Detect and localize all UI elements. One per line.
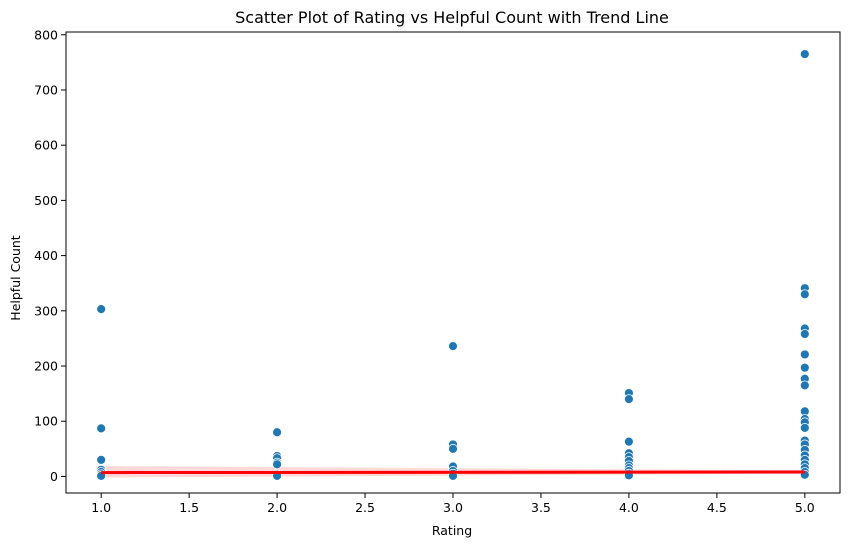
- data-point-44: [799, 422, 810, 433]
- data-point-23: [624, 436, 634, 447]
- x-tick-label: 4.0: [619, 500, 639, 515]
- data-point-16: [448, 443, 458, 454]
- x-tick-label: 1.0: [91, 500, 111, 515]
- y-tick-label: 700: [34, 82, 58, 97]
- data-point-36: [799, 329, 810, 339]
- data-point-40: [799, 380, 810, 391]
- x-axis-label: Rating: [432, 523, 472, 538]
- y-tick-label: 100: [34, 414, 58, 429]
- data-point-2: [96, 454, 107, 465]
- data-point-1: [96, 423, 107, 434]
- chart-title: Scatter Plot of Rating vs Helpful Count …: [235, 8, 669, 27]
- x-tick-label: 4.5: [707, 500, 727, 515]
- data-point-0: [96, 304, 107, 315]
- y-tick-label: 500: [34, 193, 58, 208]
- y-tick-label: 200: [34, 359, 58, 374]
- x-axis: 1.0 1.5 2.0 2.5 3.0 3.5 4.0 4.5 5.0: [91, 493, 815, 515]
- y-axis: 0 100 200 300 400 500 600 700 800: [34, 27, 66, 484]
- data-point-22: [624, 394, 634, 405]
- y-tick-label: 0: [50, 469, 58, 484]
- y-tick-label: 800: [34, 27, 58, 42]
- data-point-34: [799, 289, 810, 300]
- data-point-37: [799, 349, 810, 360]
- plot-frame: [65, 31, 841, 494]
- y-tick-label: 300: [34, 303, 58, 318]
- data-point-32: [799, 49, 810, 59]
- x-tick-label: 5.0: [795, 500, 815, 515]
- x-tick-label: 2.0: [267, 500, 287, 515]
- plot-area: [96, 49, 810, 481]
- y-axis-label: Helpful Count: [8, 235, 23, 320]
- data-point-7: [272, 427, 282, 438]
- trend-line: [101, 470, 805, 475]
- x-tick-label: 1.5: [179, 500, 199, 515]
- y-tick-label: 400: [34, 248, 58, 263]
- x-tick-label: 2.5: [355, 500, 375, 515]
- x-tick-label: 3.5: [531, 500, 551, 515]
- data-point-38: [799, 362, 810, 373]
- y-tick-label: 600: [34, 138, 58, 153]
- data-point-11: [272, 459, 282, 470]
- x-tick-label: 3.0: [443, 500, 463, 515]
- data-point-14: [448, 341, 458, 352]
